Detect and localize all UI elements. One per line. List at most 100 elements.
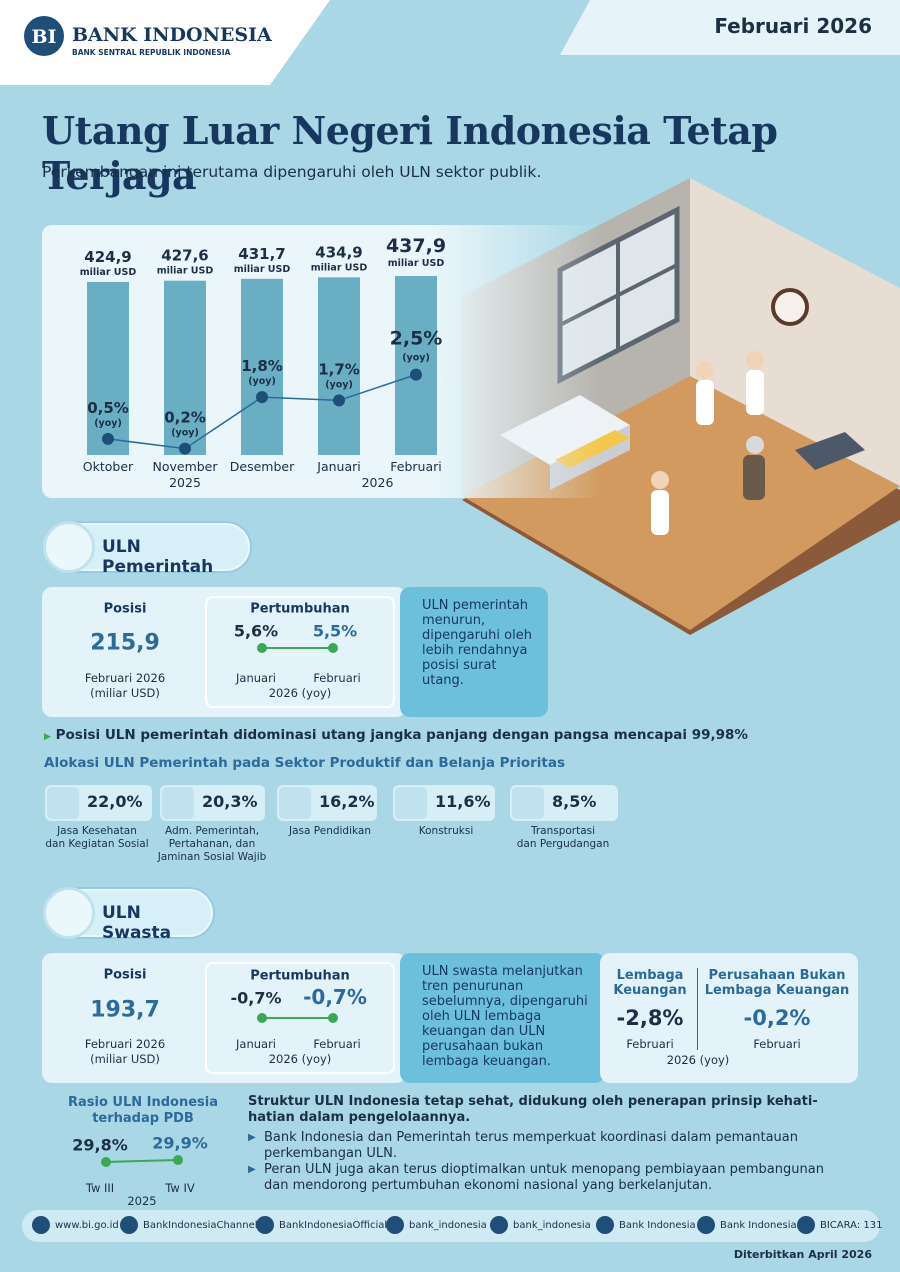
allocation-item: 8,5%: [510, 785, 618, 821]
label: Februari: [626, 1037, 674, 1051]
allocation-title: Alokasi ULN Pemerintah pada Sektor Produ…: [44, 755, 565, 771]
link-text: BankIndonesiaChannel: [143, 1219, 258, 1231]
allocation-item: 11,6%: [393, 785, 495, 821]
section-pill: ULN Swasta: [43, 887, 213, 943]
note-panel: [400, 953, 605, 1083]
label: Januari: [236, 1037, 276, 1051]
value: 11,6%: [435, 792, 491, 811]
growth-point: [179, 442, 191, 455]
line: Adm. Pemerintah,: [164, 825, 260, 837]
bar: [395, 275, 437, 455]
line: terhadap PDB: [92, 1111, 194, 1126]
growth-unit-label: (yoy): [248, 376, 276, 387]
growth-unit-label: (yoy): [402, 353, 430, 364]
year-label: 2025: [169, 475, 201, 490]
line: Jasa Pendidikan: [289, 825, 371, 837]
subtitle: Perkembangan ini terutama dipengaruhi ol…: [42, 163, 542, 181]
value: 16,2%: [319, 792, 375, 811]
bar: [318, 277, 360, 455]
value: 29,9%: [152, 1133, 208, 1153]
highlight: ▶ Posisi ULN pemerintah didominasi utang…: [44, 727, 748, 743]
footer-link[interactable]: BankIndonesiaChannel: [120, 1216, 258, 1234]
bar-value-label: 437,9: [386, 235, 446, 257]
caption: Konstruksi: [419, 825, 473, 838]
line: Lembaga Keuangan: [704, 983, 850, 998]
footer-link[interactable]: Bank Indonesia: [596, 1216, 696, 1234]
sector-name: Lembaga Keuangan: [613, 968, 686, 998]
sector-panel: [600, 953, 858, 1083]
label: (miliar USD): [90, 1052, 160, 1066]
caption: Jasa Pendidikan: [289, 825, 371, 838]
label: Januari: [236, 671, 276, 685]
footer-link[interactable]: bank_indonesia: [386, 1216, 487, 1234]
bullet-text: Peran ULN juga akan terus dioptimalkan u…: [264, 1162, 824, 1193]
x-tick-label: Desember: [230, 459, 295, 474]
growth-line: [257, 1013, 338, 1023]
growth-unit-label: (yoy): [171, 428, 199, 439]
label: 2026 (yoy): [268, 686, 332, 700]
footer-link[interactable]: www.bi.go.id: [32, 1216, 119, 1234]
bullet-text: Bank Indonesia dan Pemerintah terus memp…: [264, 1130, 799, 1161]
line: Konstruksi: [418, 825, 474, 837]
growth-point: [410, 368, 422, 381]
value: 8,5%: [552, 792, 597, 811]
footer-link[interactable]: bank_indonesia: [490, 1216, 591, 1234]
x-tick-label: Januari: [316, 459, 360, 474]
bar: [241, 278, 283, 455]
ratio-line: [101, 1155, 183, 1167]
published: Diterbitkan April 2026: [733, 1248, 872, 1261]
bar-value-label: 427,6: [161, 247, 208, 265]
position-panel: [42, 953, 406, 1083]
section-title: ULN Pemerintah: [102, 537, 214, 577]
value: 20,3%: [202, 792, 258, 811]
growth-line: [257, 643, 338, 653]
growth-point: [333, 394, 345, 407]
line: Perusahaan Bukan: [708, 968, 846, 983]
bullet: ▶ Peran ULN juga akan terus dioptimalkan …: [248, 1162, 824, 1193]
sector-name: Perusahaan Bukan Lembaga Keuangan: [705, 968, 850, 998]
year-label: 2026: [362, 475, 394, 490]
link-text: bank_indonesia: [409, 1219, 487, 1231]
bar-value-label: 434,9: [315, 243, 362, 261]
label: Februari 2026: [84, 1037, 166, 1051]
structure-lead: Struktur ULN Indonesia tetap sehat, didu…: [248, 1094, 818, 1125]
line: Transportasi: [530, 825, 596, 837]
allocation-item: 22,0%: [45, 785, 152, 821]
value: -0,2%: [743, 1006, 811, 1030]
growth-box: [205, 962, 395, 1074]
label: 2025: [127, 1194, 157, 1208]
bar-unit-label: miliar USD: [80, 267, 137, 278]
line: Pertahanan, dan: [168, 838, 256, 850]
growth-value-label: 2,5%: [390, 328, 443, 350]
line: Jasa Kesehatan: [57, 825, 137, 837]
allocation-item: 16,2%: [277, 785, 377, 821]
value: 215,9: [90, 630, 160, 656]
value: 5,6%: [233, 621, 279, 641]
bar-unit-label: miliar USD: [157, 266, 214, 277]
footer-link[interactable]: BankIndonesiaOfficial: [256, 1216, 387, 1234]
highlight-text: Posisi ULN pemerintah didominasi utang j…: [55, 727, 748, 743]
caption: Transportasi dan Pergudangan: [517, 825, 609, 851]
label: Posisi: [103, 601, 147, 617]
label: 2026 (yoy): [666, 1053, 730, 1067]
caption: Jasa Kesehatan dan Kegiatan Sosial: [45, 825, 148, 851]
label: Posisi: [103, 967, 147, 983]
bar: [164, 280, 206, 455]
x-tick-label: Februari: [390, 459, 441, 474]
position-panel: [42, 587, 406, 717]
value: -2,8%: [616, 1006, 684, 1030]
bar-unit-label: miliar USD: [311, 262, 368, 273]
note: ULN swasta melanjutkan tren penurunan se…: [422, 964, 588, 1069]
growth-value-label: 0,5%: [87, 399, 129, 417]
footer-link[interactable]: BICARA: 131: [797, 1216, 882, 1234]
label: Pertumbuhan: [250, 968, 350, 984]
section-pill: ULN Pemerintah: [43, 521, 250, 577]
link-text: Bank Indonesia: [720, 1219, 797, 1231]
bar: [87, 281, 129, 455]
footer-link[interactable]: Bank Indonesia: [697, 1216, 797, 1234]
growth-value-label: 1,7%: [318, 360, 360, 378]
label: Tw IV: [165, 1181, 195, 1195]
ratio-title: Rasio ULN Indonesia terhadap PDB: [68, 1095, 218, 1127]
